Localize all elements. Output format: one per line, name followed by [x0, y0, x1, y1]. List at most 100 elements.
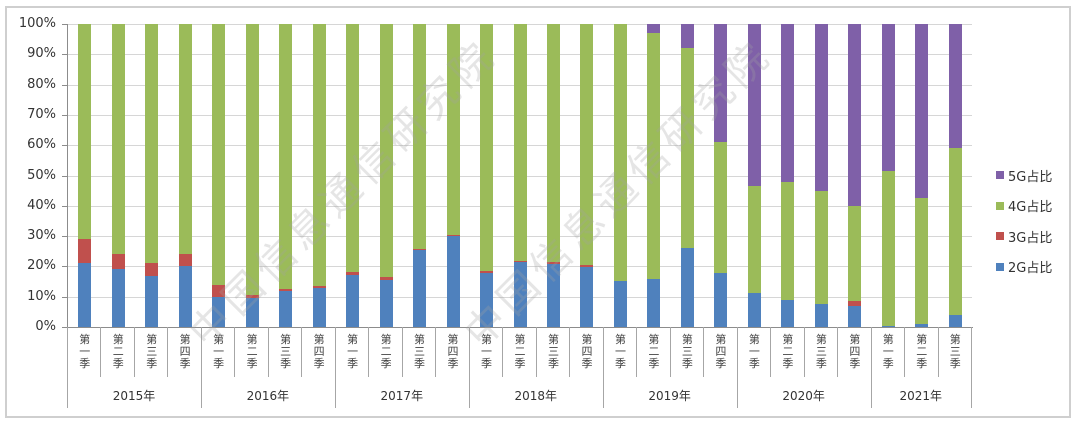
quarter-label: 第二季	[380, 333, 392, 370]
quarter-label: 第二季	[246, 333, 258, 370]
bar-segment	[915, 24, 929, 199]
category-divider	[267, 327, 269, 377]
stacked-bar	[613, 24, 627, 327]
bar-segment	[881, 170, 895, 327]
bar-segment	[178, 266, 192, 327]
quarter-label: 第三季	[547, 333, 559, 370]
bar-segment	[212, 24, 226, 285]
legend-swatch	[996, 201, 1004, 210]
category-divider	[770, 327, 772, 377]
bar-segment	[781, 181, 795, 301]
year-label: 2020年	[782, 389, 825, 403]
y-tick-mark	[62, 296, 68, 298]
year-label: 2019年	[648, 389, 691, 403]
bar-segment	[446, 24, 460, 235]
bar-segment	[312, 286, 326, 288]
category-divider	[569, 327, 571, 377]
y-tick-label: 20%	[27, 258, 56, 274]
quarter-label: 第一季	[347, 333, 359, 370]
bar-segment	[881, 24, 895, 171]
y-tick-label: 40%	[27, 197, 56, 213]
stacked-bar	[915, 24, 929, 327]
bar-segment	[245, 298, 259, 327]
bar-segment	[346, 274, 360, 327]
stacked-bar	[580, 24, 594, 327]
bar-segment	[513, 260, 527, 262]
quarter-label: 第一季	[79, 333, 91, 370]
legend-item: 5G占比	[996, 160, 1052, 191]
legend-label: 3G占比	[1008, 230, 1053, 246]
y-tick-label: 80%	[27, 76, 56, 92]
legend: 5G占比 4G占比 3G占比 2G占比	[996, 160, 1052, 282]
legend-swatch	[996, 262, 1004, 271]
quarter-label: 第三季	[414, 333, 426, 370]
y-tick-mark	[62, 175, 68, 177]
legend-label: 4G占比	[1008, 200, 1053, 216]
bar-segment	[915, 323, 929, 327]
bar-segment	[747, 186, 761, 294]
y-tick-label: 50%	[27, 167, 56, 183]
bar-segment	[379, 279, 393, 327]
bar-segment	[781, 300, 795, 327]
bar-segment	[814, 190, 828, 304]
quarter-label: 第二季	[514, 333, 526, 370]
stacked-bar	[513, 24, 527, 327]
bar-segment	[480, 24, 494, 271]
bar-segment	[948, 24, 962, 149]
quarter-label: 第三季	[681, 333, 693, 370]
legend-swatch	[996, 171, 1004, 180]
stacked-bar	[446, 24, 460, 327]
bar-segment	[747, 24, 761, 187]
bar-segment	[848, 24, 862, 206]
y-tick-mark	[62, 54, 68, 56]
bar-segment	[379, 24, 393, 277]
stacked-bar	[178, 24, 192, 327]
year-divider	[334, 327, 336, 408]
y-tick-mark	[62, 24, 68, 25]
y-tick-mark	[62, 266, 68, 268]
y-tick-mark	[62, 84, 68, 86]
year-label: 2015年	[112, 389, 156, 403]
category-divider	[301, 327, 303, 377]
bar-segment	[546, 24, 560, 263]
legend-label: 2G占比	[1008, 261, 1053, 277]
bar-segment	[814, 303, 828, 327]
stacked-bar	[781, 24, 795, 327]
stacked-bar	[714, 24, 728, 327]
category-divider	[904, 327, 906, 377]
y-tick-mark	[62, 114, 68, 116]
year-label: 2018年	[514, 389, 557, 403]
bar-segment	[613, 24, 627, 281]
year-label: 2021年	[899, 389, 943, 403]
bar-segment	[346, 272, 360, 275]
stacked-bar	[245, 24, 259, 327]
bar-segment	[145, 24, 159, 264]
category-divider	[234, 327, 236, 377]
bar-segment	[714, 24, 728, 143]
category-divider	[703, 327, 705, 377]
year-divider	[971, 327, 972, 408]
year-label: 2017年	[380, 389, 424, 403]
category-divider	[368, 327, 370, 377]
category-divider	[803, 327, 805, 377]
bar-segment	[212, 284, 226, 297]
bar-segment	[413, 249, 427, 327]
bar-segment	[747, 293, 761, 327]
category-divider	[167, 327, 169, 377]
bar-segment	[413, 248, 427, 250]
bar-segment	[781, 24, 795, 182]
bar-segment	[513, 261, 527, 327]
quarter-label: 第三季	[815, 333, 827, 370]
bar-segment	[279, 289, 293, 291]
quarter-label: 第三季	[949, 333, 961, 370]
stacked-bar	[379, 24, 393, 327]
category-divider	[636, 327, 638, 377]
bar-segment	[580, 24, 594, 266]
bar-segment	[848, 306, 862, 327]
bar-segment	[546, 263, 560, 327]
bar-segment	[279, 24, 293, 290]
quarter-label: 第一季	[481, 333, 493, 370]
bar-segment	[346, 24, 360, 273]
bar-segment	[111, 268, 125, 327]
bar-segment	[647, 33, 661, 279]
